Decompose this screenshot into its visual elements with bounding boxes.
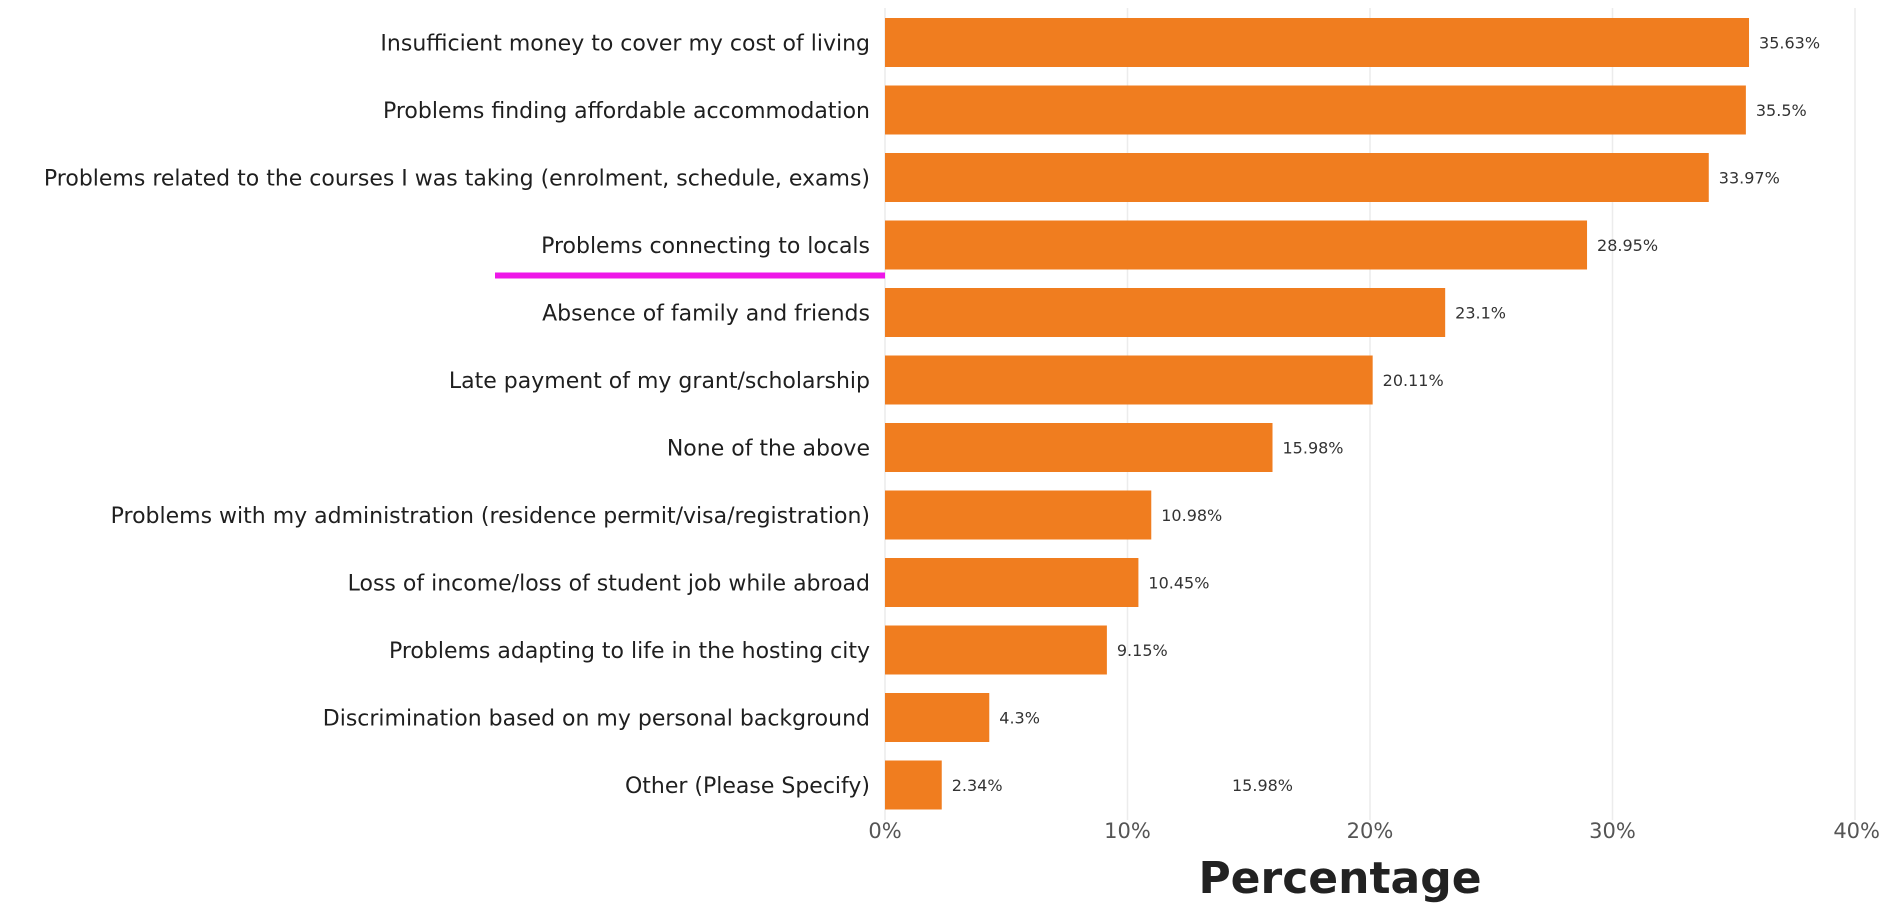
x-tick-label: 30%	[1589, 819, 1636, 843]
bar	[885, 85, 1746, 135]
category-label: Problems adapting to life in the hosting…	[389, 639, 870, 664]
category-label: None of the above	[667, 437, 870, 462]
value-label: 15.98%	[1283, 439, 1344, 458]
grid-layer	[884, 8, 1856, 820]
bars-layer	[885, 18, 1750, 810]
value-label: 10.98%	[1161, 506, 1222, 525]
bar	[885, 693, 990, 742]
value-label: 4.3%	[999, 709, 1040, 728]
category-label: Discrimination based on my personal back…	[323, 707, 870, 732]
annotation-label: 15.98%	[1232, 776, 1293, 795]
value-labels: 35.63% 35.5% 33.97% 28.95% 23.1% 20.11% 15.98%…	[952, 34, 1820, 796]
bar	[885, 18, 1750, 67]
x-tick-label: 10%	[1104, 819, 1151, 843]
value-label: 10.45%	[1148, 574, 1209, 593]
x-tick-label: 40%	[1833, 819, 1880, 843]
category-label: Late payment of my grant/scholarship	[449, 369, 870, 394]
bar	[885, 760, 942, 810]
category-label: Problems with my administration (residen…	[111, 504, 870, 529]
value-label: 28.95%	[1597, 236, 1658, 255]
x-tick-label: 20%	[1347, 819, 1394, 843]
bar	[885, 355, 1373, 405]
x-axis-title: Percentage	[1198, 853, 1481, 904]
bar	[885, 558, 1139, 607]
category-label: Loss of income/loss of student job while…	[348, 572, 870, 597]
value-label: 23.1%	[1455, 304, 1506, 323]
category-label: Problems connecting to locals	[541, 234, 870, 259]
value-label: 35.5%	[1756, 101, 1807, 120]
bar	[885, 153, 1709, 202]
value-label: 2.34%	[952, 776, 1003, 795]
annotations-layer: 15.98%	[1232, 776, 1293, 795]
x-tick-labels: 0% 10% 20% 30% 40%	[868, 819, 1880, 843]
value-label: 20.11%	[1383, 371, 1444, 390]
category-labels: Insufficient money to cover my cost of l…	[44, 32, 885, 799]
category-label: Absence of family and friends	[542, 302, 870, 327]
category-label: Problems related to the courses I was ta…	[44, 167, 870, 192]
bar	[885, 490, 1152, 540]
category-label: Problems finding affordable accommodatio…	[383, 99, 870, 124]
bar	[885, 288, 1446, 337]
bar	[885, 220, 1588, 270]
bar	[885, 423, 1273, 472]
value-label: 33.97%	[1719, 169, 1780, 188]
value-label: 35.63%	[1759, 34, 1820, 53]
bar	[885, 625, 1107, 675]
category-label: Insufficient money to cover my cost of l…	[380, 32, 870, 57]
category-label: Other (Please Specify)	[625, 774, 870, 799]
value-label: 9.15%	[1117, 641, 1168, 660]
x-tick-label: 0%	[868, 819, 901, 843]
